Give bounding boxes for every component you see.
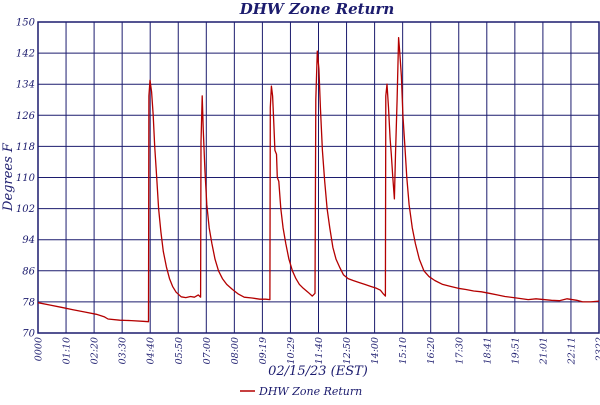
chart-title: DHW Zone Return [239,0,395,18]
x-tick-label: 01:10 [62,337,73,364]
x-tick-label: 14:00 [370,337,381,364]
x-tick-label: 21:01 [538,337,549,365]
y-tick-label: 86 [22,266,35,277]
y-tick-label: 126 [16,111,36,122]
legend-label: DHW Zone Return [258,385,362,398]
x-tick-label: 22:11 [566,337,577,365]
x-tick-label: 09:19 [258,337,269,364]
x-tick-label: 0000 [34,337,45,361]
y-axis-title: Degrees F [1,142,16,212]
x-tick-label: 02:20 [90,337,101,364]
y-tick-label: 134 [16,80,35,91]
x-tick-label: 08:00 [230,337,241,364]
x-tick-label: 10:29 [286,337,297,364]
y-tick-label: 78 [22,297,35,308]
x-tick-label: 19:51 [510,337,521,364]
x-tick-label: 11:40 [314,337,325,364]
x-tick-label: 05:50 [174,337,185,364]
x-tick-label: 17:30 [454,337,465,364]
y-tick-label: 118 [16,142,35,153]
y-tick-label: 150 [16,18,36,29]
legend: DHW Zone Return [240,385,362,398]
x-axis-ticks: 0000 01:10 02:20 03:30 04:40 05:50 07:00 08:00 0… [34,337,600,365]
x-tick-label: 03:30 [118,337,129,364]
y-tick-label: 94 [22,235,35,246]
y-tick-label: 102 [16,204,35,215]
x-tick-label: 16:20 [426,337,437,364]
x-tick-label: 18:41 [482,337,493,364]
y-tick-label: 142 [16,49,35,60]
x-tick-label: 12:50 [342,337,353,364]
x-tick-label: 07:00 [202,337,213,364]
x-axis-title: 02/15/23 (EST) [268,364,368,379]
x-tick-label: 15:10 [398,337,409,364]
x-tick-label: 04:40 [146,337,157,364]
y-tick-label: 110 [16,173,36,184]
x-tick-label: 2322 [595,337,600,362]
